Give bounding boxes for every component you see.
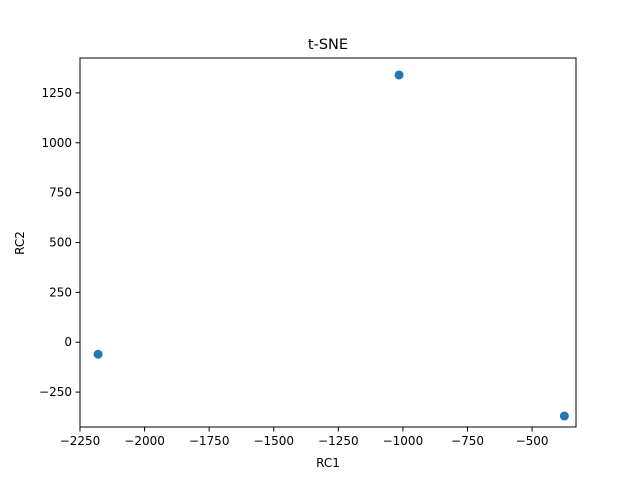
x-tick-label: −1500 bbox=[253, 434, 294, 448]
y-tick-label: 500 bbox=[49, 236, 72, 250]
chart-title: t-SNE bbox=[308, 37, 348, 53]
data-point-0-1 bbox=[394, 70, 404, 80]
y-axis-label: RC2 bbox=[13, 231, 27, 255]
data-point-0-2 bbox=[559, 411, 569, 421]
y-tick-label: 250 bbox=[49, 285, 72, 299]
x-tick-label: −500 bbox=[516, 434, 549, 448]
y-tick-label: 1000 bbox=[41, 136, 72, 150]
y-tick-label: 1250 bbox=[41, 86, 72, 100]
y-tick-label: 750 bbox=[49, 186, 72, 200]
y-tick-label: 0 bbox=[64, 335, 72, 349]
x-axis-label: RC1 bbox=[316, 456, 340, 470]
x-tick-label: −1000 bbox=[383, 434, 424, 448]
plot-frame bbox=[79, 57, 577, 428]
x-tick-label: −2000 bbox=[124, 434, 165, 448]
y-tick-label: −250 bbox=[39, 385, 72, 399]
x-tick-label: −2250 bbox=[60, 434, 101, 448]
x-tick-label: −1250 bbox=[318, 434, 359, 448]
x-tick-label: −1750 bbox=[189, 434, 230, 448]
x-tick-label: −750 bbox=[451, 434, 484, 448]
plot-area: −2250 −2000 −1750 −1500 −1250 −1000 −750 −500 −2… bbox=[39, 57, 577, 448]
data-point-0-0 bbox=[93, 349, 103, 359]
